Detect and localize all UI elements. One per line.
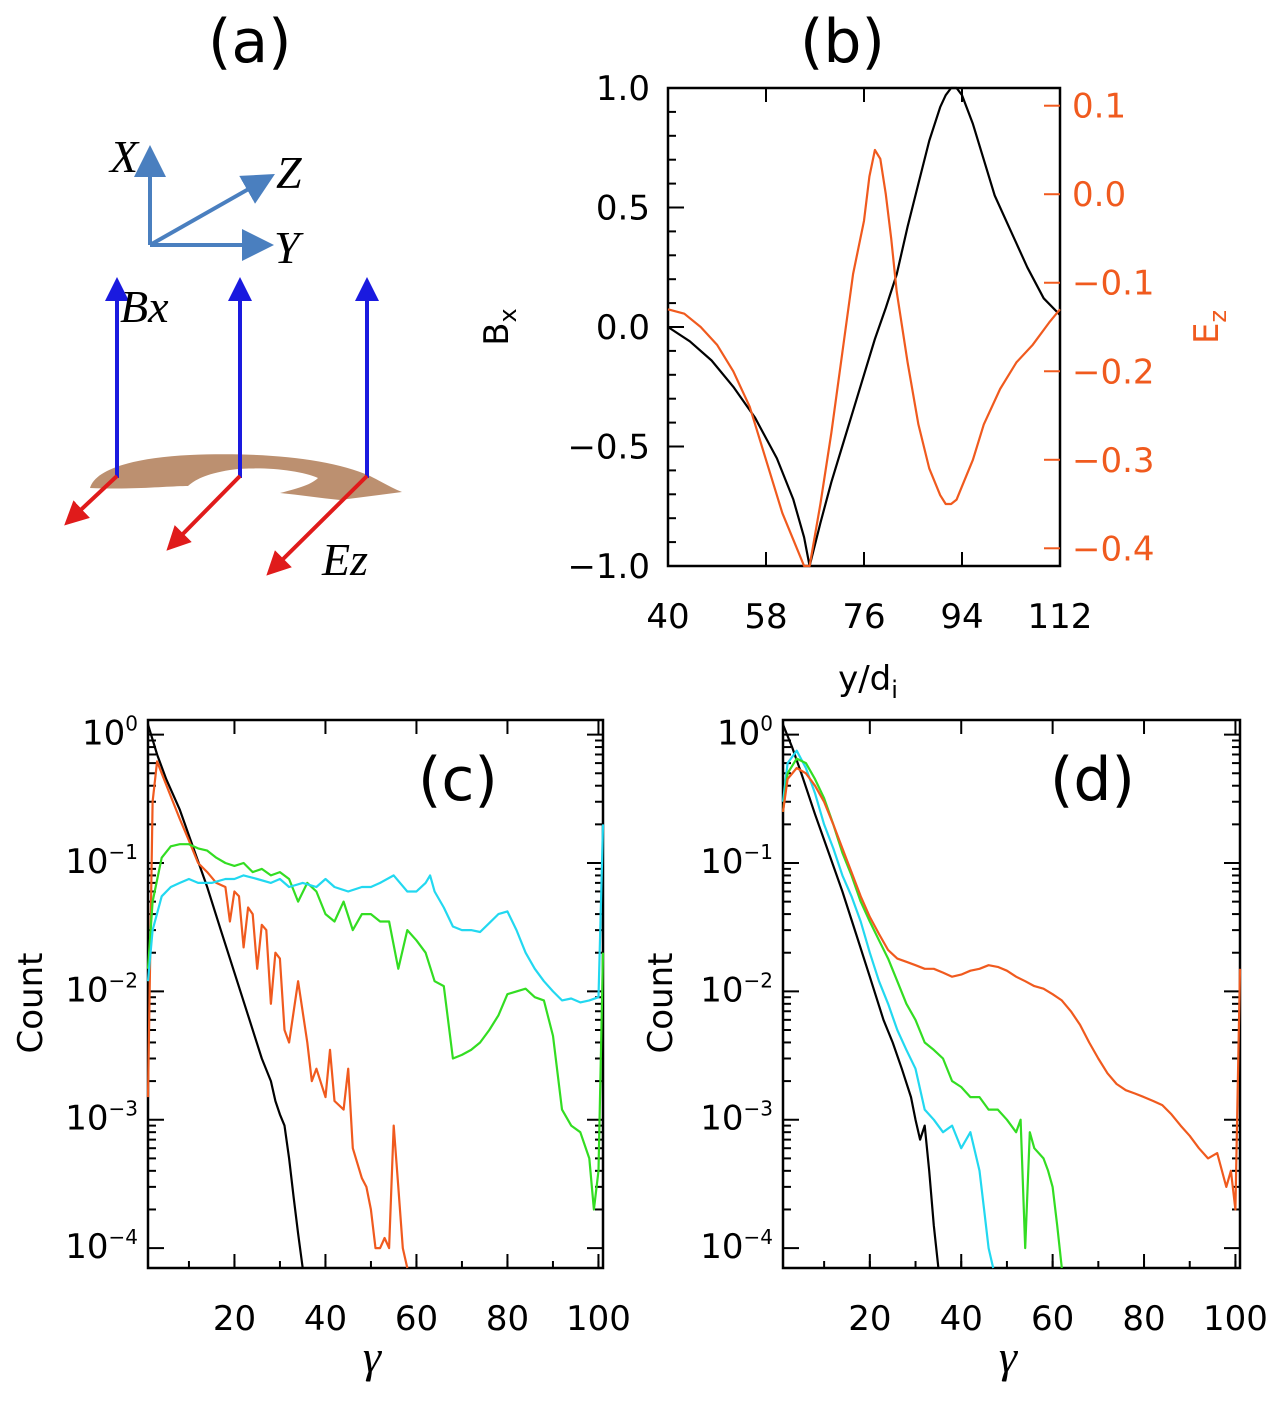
plot-c-ytick-label: 10−4: [65, 1225, 138, 1267]
plot-d-xtick-label: 60: [1031, 1299, 1074, 1339]
plot-d-xtick-label: 100: [1203, 1299, 1268, 1339]
plot-b-series-ez: [667, 148, 1061, 568]
plot-b-y2tick-label: −0.3: [1072, 441, 1155, 481]
plot-b-y2tick-label: 0.0: [1072, 175, 1126, 215]
plot-c-ytick-label: 10−3: [65, 1097, 138, 1139]
panel-d: 20 40 60 80 100 100 10−1 10−2 10−3 10−4 (d) γ Cou…: [641, 712, 1268, 1382]
ez-arrow-1: [64, 474, 119, 526]
plot-c-ylabel: Count: [11, 953, 51, 1054]
z-axis-arrow: [149, 174, 275, 247]
plot-d-xlabel: γ: [999, 1331, 1019, 1382]
plot-c-ytick-label: 100: [82, 712, 138, 754]
plot-c-ytick-label: 10−1: [65, 840, 138, 882]
plot-d-ytick-label: 10−1: [700, 840, 773, 882]
plot-d-series: [781, 724, 1242, 1269]
plot-b-ytick-label: −1.0: [567, 547, 650, 587]
plot-d-ticks: 20 40 60 80 100 100 10−1 10−2 10−3 10−4: [700, 712, 1268, 1339]
plot-c-xtick-label: 80: [486, 1299, 529, 1339]
plot-d-xtick-label: 20: [848, 1299, 891, 1339]
plot-b-ylabel: Bx: [477, 308, 522, 346]
panel-b-label: (b): [800, 7, 885, 77]
plot-c-series: [146, 724, 605, 1269]
plot-b-frame: [666, 86, 1062, 568]
plot-c-series-black: [146, 724, 304, 1269]
plot-b-xtick-label: 112: [1028, 597, 1093, 637]
plot-b-xtick-label: 76: [842, 597, 885, 637]
plot-d-ylabel: Count: [641, 953, 681, 1054]
plot-d-frame: [781, 718, 1242, 1270]
ez-arrow-3: [266, 474, 369, 576]
plot-c-series-orange: [146, 760, 409, 1269]
panel-b: (b) 40 58 76 94 112 1.0 0.5 0.0 −0.5 −1.0 0.1 0.0 −0…: [477, 7, 1232, 704]
panel-c: 20 40 60 80 100 100 10−1 10−2 10−3 10−4 (c) γ Cou…: [11, 712, 631, 1382]
plot-d-ytick-label: 10−2: [700, 968, 773, 1010]
plot-d-xtick-label: 40: [940, 1299, 983, 1339]
plot-c-xtick-label: 20: [213, 1299, 256, 1339]
axis-label-y: Y: [274, 222, 304, 273]
plot-c-frame: [146, 718, 605, 1270]
plot-b-ytick-label: 0.5: [596, 189, 650, 229]
ez-label: Ez: [321, 534, 368, 585]
plot-b-xtick-label: 40: [646, 597, 689, 637]
axis-label-x: X: [108, 131, 140, 182]
plot-b-series-bx: [667, 86, 1061, 568]
plot-d-series-cyan: [781, 749, 995, 1269]
plot-c-series-cyan: [146, 824, 605, 1004]
plot-b-ytick-label: 1.0: [596, 69, 650, 109]
plot-c-xlabel: γ: [363, 1331, 383, 1382]
ez-arrow-2: [166, 474, 242, 551]
plot-b-xlabel: y/di: [838, 659, 898, 704]
plot-b-y2tick-label: 0.1: [1072, 87, 1126, 127]
plot-c-series-green: [146, 843, 605, 1211]
panel-a-label: (a): [208, 7, 292, 77]
panel-c-label: (c): [418, 745, 498, 815]
plot-b-y2tick-label: −0.2: [1072, 352, 1155, 392]
current-sheet-shape: [90, 454, 402, 500]
plot-d-series-orange: [781, 766, 1242, 1211]
plot-b-ytick-label: −0.5: [567, 428, 650, 468]
plot-c-xtick-label: 40: [304, 1299, 347, 1339]
plot-d-xtick-label: 80: [1122, 1299, 1165, 1339]
plot-b-series: [667, 86, 1061, 568]
plot-b-xtick-label: 94: [940, 597, 983, 637]
plot-b-y2label: Ez: [1187, 310, 1232, 344]
plot-d-series-green: [781, 757, 1063, 1269]
plot-d-ytick-label: 10−3: [700, 1097, 773, 1139]
plot-c-xtick-label: 100: [566, 1299, 631, 1339]
plot-c-ticks: 20 40 60 80 100 100 10−1 10−2 10−3 10−4: [65, 712, 631, 1339]
plot-d-series-black: [781, 724, 940, 1269]
panel-a: (a) X Z Y Bx Ez: [64, 7, 402, 585]
plot-b-y2tick-label: −0.4: [1072, 529, 1155, 569]
plot-b-ticks: 40 58 76 94 112 1.0 0.5 0.0 −0.5 −1.0 0.1 0.0 −0.1 −0…: [567, 69, 1154, 637]
plot-b-ytick-label: 0.0: [596, 308, 650, 348]
plot-b-xtick-label: 58: [744, 597, 787, 637]
plot-b-y2tick-label: −0.1: [1072, 264, 1155, 304]
plot-c-xtick-label: 60: [395, 1299, 438, 1339]
plot-d-ytick-label: 10−4: [700, 1225, 773, 1267]
plot-d-ytick-label: 100: [717, 712, 773, 754]
bx-label: Bx: [120, 281, 169, 332]
axis-label-z: Z: [276, 147, 302, 198]
plot-c-ytick-label: 10−2: [65, 968, 138, 1010]
panel-d-label: (d): [1050, 745, 1135, 815]
